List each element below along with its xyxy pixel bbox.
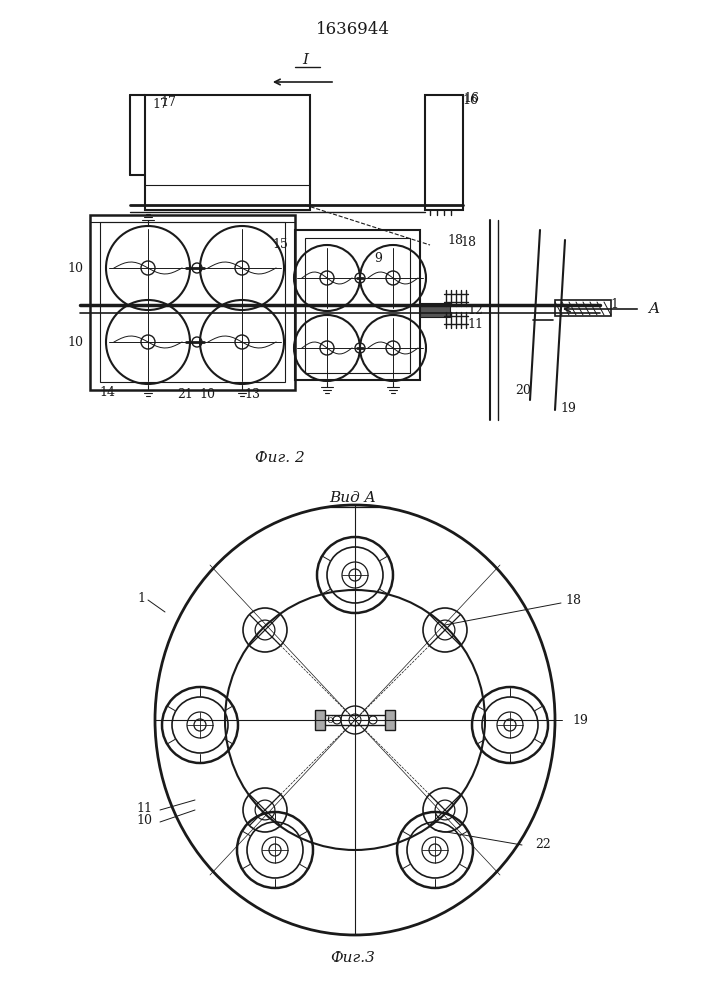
Bar [305, 238, 410, 373]
Bar [295, 230, 420, 380]
Text: 17: 17 [160, 97, 176, 109]
Text: 10: 10 [67, 336, 83, 349]
Bar [555, 300, 611, 316]
Text: 19: 19 [560, 401, 576, 414]
Bar [315, 710, 325, 730]
Text: 1: 1 [610, 298, 618, 312]
Text: 18: 18 [565, 593, 581, 606]
Text: 16: 16 [463, 92, 479, 104]
Bar [320, 715, 390, 725]
Text: 18: 18 [460, 236, 476, 249]
Text: 9: 9 [374, 251, 382, 264]
Text: 10: 10 [136, 814, 152, 826]
Text: A: A [648, 302, 659, 316]
Text: 22: 22 [535, 838, 551, 852]
Text: 10: 10 [67, 261, 83, 274]
Text: 11: 11 [467, 318, 483, 332]
Bar [385, 710, 395, 730]
Text: I: I [302, 53, 308, 67]
Text: 21: 21 [177, 387, 193, 400]
Bar [90, 215, 295, 390]
Bar [145, 95, 310, 210]
Text: 1636944: 1636944 [316, 21, 390, 38]
Text: 16: 16 [462, 94, 478, 106]
Bar [420, 303, 450, 317]
Text: 10: 10 [199, 387, 215, 400]
Bar [425, 95, 463, 210]
Text: 20: 20 [515, 383, 531, 396]
Text: 15: 15 [272, 238, 288, 251]
Text: Фиг.3: Фиг.3 [331, 951, 375, 965]
Text: 6: 6 [326, 715, 333, 725]
Text: 17: 17 [152, 99, 168, 111]
Text: 1: 1 [137, 591, 145, 604]
Text: 18: 18 [447, 233, 463, 246]
Bar [100, 222, 285, 382]
Text: 12: 12 [467, 304, 483, 316]
Text: 14: 14 [99, 385, 115, 398]
Text: Фиг. 2: Фиг. 2 [255, 451, 305, 465]
Text: Вид A: Вид A [329, 491, 376, 505]
Text: 13: 13 [244, 387, 260, 400]
Text: 11: 11 [136, 802, 152, 814]
Text: 19: 19 [572, 714, 588, 726]
